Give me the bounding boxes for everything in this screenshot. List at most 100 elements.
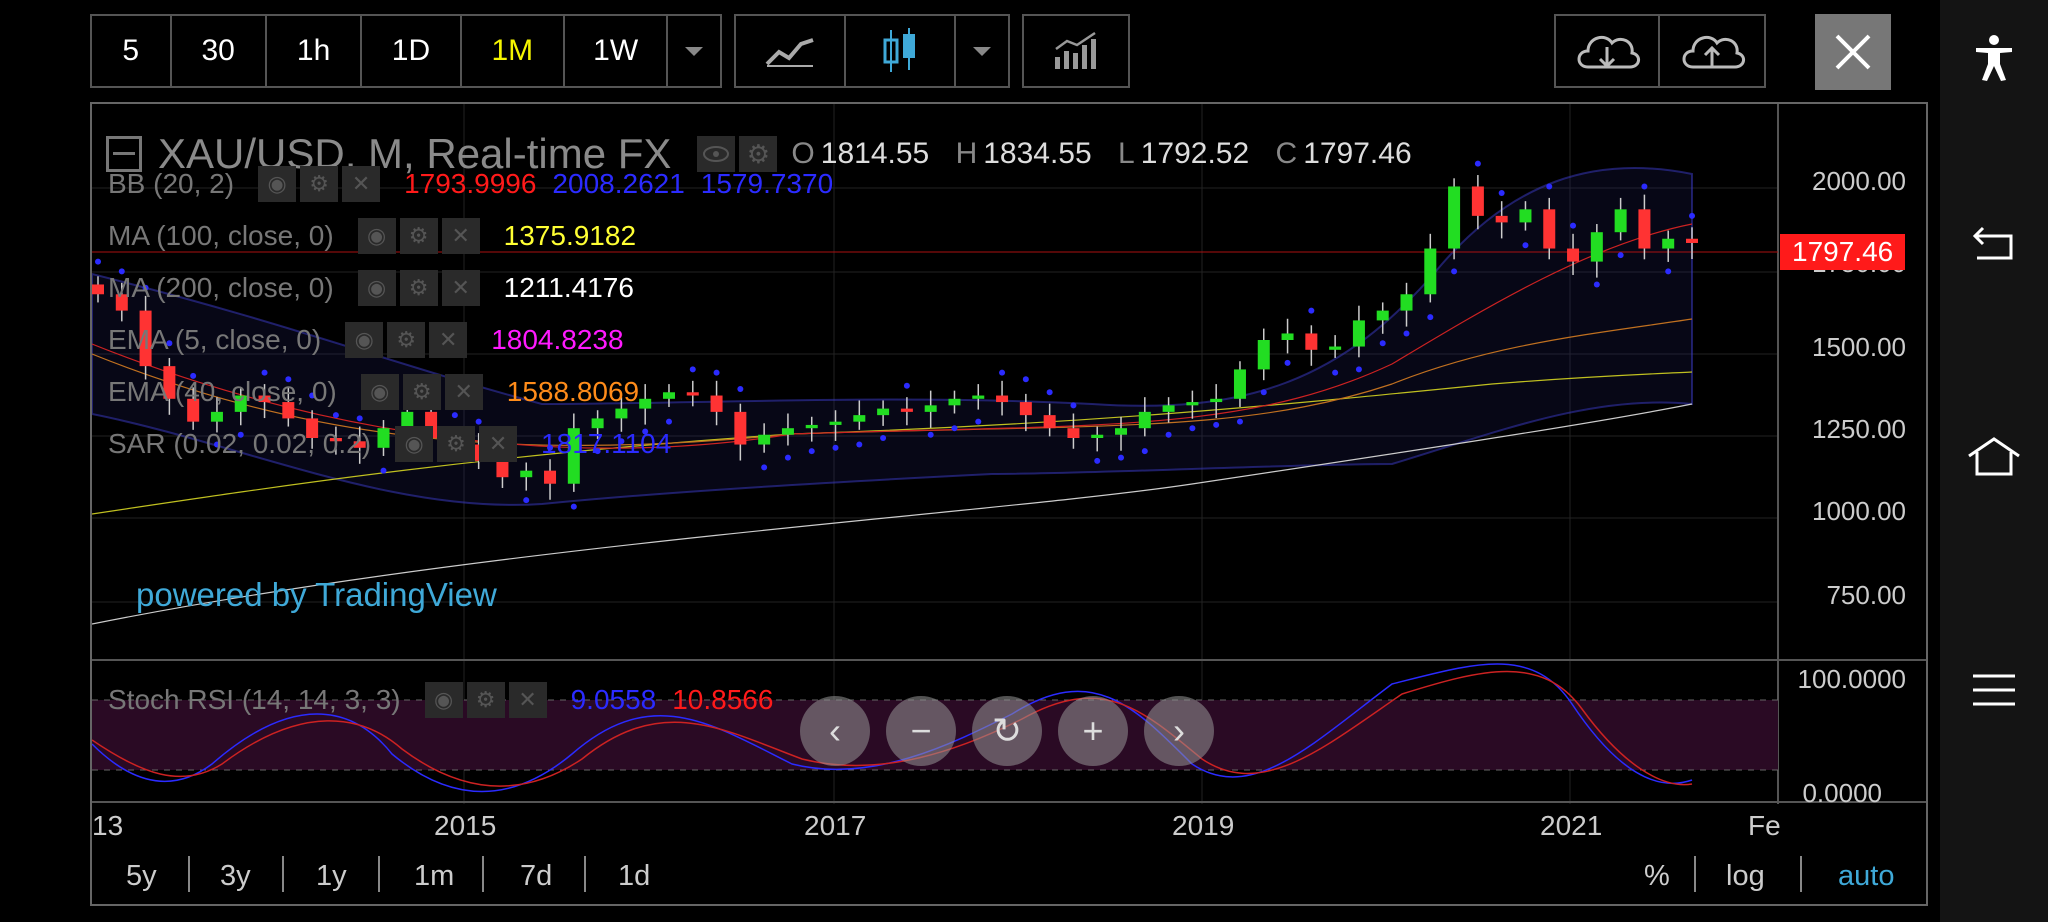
candle[interactable]	[1281, 333, 1294, 340]
candle[interactable]	[829, 421, 842, 425]
eye-icon[interactable]	[697, 136, 736, 172]
candle[interactable]	[1138, 411, 1151, 429]
range-1d-button[interactable]: 1d	[618, 860, 651, 892]
candle[interactable]	[92, 284, 104, 295]
candle[interactable]	[734, 411, 747, 445]
close-icon[interactable]: ✕	[444, 374, 483, 410]
candle[interactable]	[1471, 186, 1484, 216]
interval-1d-button[interactable]: 1D	[362, 16, 462, 86]
candle[interactable]	[1115, 428, 1128, 435]
interval-5-button[interactable]: 5	[92, 16, 172, 86]
candle[interactable]	[758, 434, 771, 445]
candle[interactable]	[258, 395, 271, 403]
percent-scale-button[interactable]: %	[1644, 860, 1670, 892]
interval-1m-button[interactable]: 1M	[462, 16, 565, 86]
candle[interactable]	[401, 411, 414, 429]
candle[interactable]	[996, 395, 1009, 403]
candle[interactable]	[1448, 186, 1461, 249]
close-button[interactable]	[1815, 14, 1891, 90]
gear-icon[interactable]: ⚙	[399, 270, 438, 306]
candle[interactable]	[282, 402, 295, 419]
candle[interactable]	[1424, 248, 1437, 295]
candle[interactable]	[1376, 310, 1389, 321]
close-icon[interactable]: ✕	[441, 218, 480, 254]
eye-icon[interactable]: ◉	[357, 270, 396, 306]
scroll-left-button[interactable]: ‹	[800, 696, 870, 766]
candle[interactable]	[710, 395, 723, 412]
eye-icon[interactable]: ◉	[258, 166, 297, 202]
candle[interactable]	[496, 460, 509, 478]
gear-icon[interactable]: ⚙	[399, 218, 438, 254]
candle[interactable]	[353, 441, 366, 448]
interval-more-button[interactable]	[668, 16, 720, 86]
candle[interactable]	[639, 398, 652, 409]
candle[interactable]	[948, 398, 961, 406]
candle[interactable]	[1614, 209, 1627, 233]
zoom-in-button[interactable]: +	[1058, 696, 1128, 766]
candle[interactable]	[1257, 340, 1270, 370]
candle[interactable]	[567, 428, 580, 484]
candle[interactable]	[805, 424, 818, 429]
candle[interactable]	[329, 438, 342, 442]
candle-chart-button[interactable]	[846, 16, 956, 86]
gear-icon[interactable]: ⚙	[387, 322, 426, 358]
tradingview-watermark[interactable]: powered by TradingView	[136, 576, 497, 613]
cloud-download-button[interactable]	[1556, 16, 1660, 86]
menu-button[interactable]	[1940, 672, 2048, 708]
interval-1h-button[interactable]: 1h	[267, 16, 363, 86]
candle[interactable]	[210, 411, 223, 422]
range-1y-button[interactable]: 1y	[316, 860, 347, 892]
gear-icon[interactable]: ⚙	[739, 136, 778, 172]
accessibility-button[interactable]	[1940, 34, 2048, 82]
close-icon[interactable]: ✕	[441, 270, 480, 306]
candle[interactable]	[781, 428, 794, 435]
candle[interactable]	[139, 310, 152, 367]
gear-icon[interactable]: ⚙	[402, 374, 441, 410]
range-3y-button[interactable]: 3y	[220, 860, 251, 892]
range-7d-button[interactable]: 7d	[520, 860, 553, 892]
candle[interactable]	[1305, 333, 1318, 350]
cloud-upload-button[interactable]	[1660, 16, 1764, 86]
candle[interactable]	[1186, 402, 1199, 406]
candle[interactable]	[1091, 434, 1104, 438]
candle[interactable]	[1662, 238, 1675, 249]
indicators-button[interactable]	[1024, 16, 1128, 86]
candle[interactable]	[1352, 320, 1365, 347]
candle[interactable]	[1590, 232, 1603, 262]
candle[interactable]	[520, 470, 533, 478]
candle[interactable]	[1495, 215, 1508, 223]
reset-button[interactable]: ↻	[972, 696, 1042, 766]
eye-icon[interactable]: ◉	[395, 426, 434, 462]
back-button[interactable]	[1940, 222, 2048, 262]
eye-icon[interactable]: ◉	[424, 682, 463, 718]
gear-icon[interactable]: ⚙	[466, 682, 505, 718]
gear-icon[interactable]: ⚙	[437, 426, 476, 462]
eye-icon[interactable]: ◉	[345, 322, 384, 358]
close-icon[interactable]: ✕	[342, 166, 381, 202]
candle[interactable]	[877, 408, 890, 416]
candle[interactable]	[686, 392, 699, 396]
close-icon[interactable]: ✕	[508, 682, 547, 718]
eye-icon[interactable]: ◉	[357, 218, 396, 254]
close-icon[interactable]: ✕	[479, 426, 518, 462]
candle[interactable]	[1400, 294, 1413, 311]
candle[interactable]	[972, 395, 985, 399]
candle[interactable]	[544, 470, 557, 484]
auto-scale-button[interactable]: auto	[1838, 860, 1895, 892]
candle[interactable]	[1233, 369, 1246, 399]
collapse-icon[interactable]	[106, 136, 142, 172]
candle[interactable]	[1543, 209, 1556, 249]
zoom-out-button[interactable]: −	[886, 696, 956, 766]
candle[interactable]	[591, 418, 604, 429]
candle[interactable]	[234, 395, 247, 412]
candle[interactable]	[924, 405, 937, 412]
interval-1w-button[interactable]: 1W	[565, 16, 669, 86]
candle[interactable]	[1019, 402, 1032, 416]
candle[interactable]	[115, 294, 128, 311]
candle[interactable]	[306, 418, 319, 438]
gear-icon[interactable]: ⚙	[300, 166, 339, 202]
chart-type-more-button[interactable]	[956, 16, 1008, 86]
candle[interactable]	[853, 415, 866, 422]
candle[interactable]	[377, 428, 390, 448]
candle[interactable]	[1162, 405, 1175, 412]
